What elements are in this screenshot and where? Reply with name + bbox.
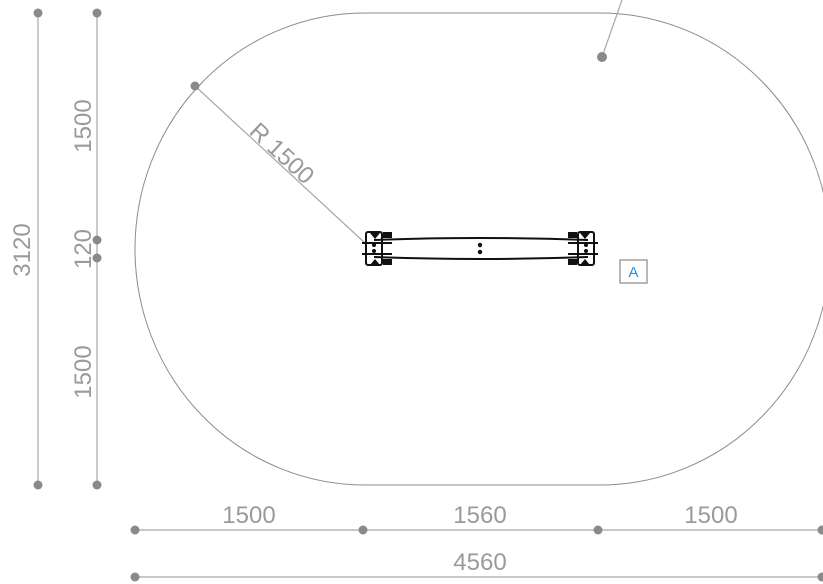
height-seg-dot-bottom (92, 480, 102, 490)
leader-line (601, 0, 623, 58)
safety-zone-outline (134, 12, 823, 486)
equipment-right-bolt-1 (584, 243, 588, 247)
equipment-left-seat-top (370, 233, 380, 239)
equipment-left-block-top (383, 232, 392, 238)
middle-segment-label: 1560 (453, 502, 506, 529)
equipment-right-block-top (568, 232, 577, 238)
height-seg-dot-upper (92, 235, 102, 245)
width-segments-dimension: 1500 1560 1500 (130, 502, 823, 535)
marker-label: A (628, 264, 638, 281)
equipment-left-seat-bottom (370, 259, 380, 265)
width-seg-dot-right (817, 525, 823, 535)
upper-segment-label: 1500 (70, 99, 97, 152)
equipment-plan (362, 231, 598, 266)
radius-dimension: R 1500 (190, 81, 366, 244)
width-seg-dot-mid-right (593, 525, 603, 535)
total-height-dimension: 3120 (9, 8, 43, 490)
equipment-pivot-bolt-2 (477, 249, 483, 255)
equipment-right-block-bottom (568, 259, 577, 265)
left-segment-label: 1500 (222, 502, 275, 529)
equipment-beam-top (373, 237, 589, 241)
equipment-left-bolt-1 (372, 243, 376, 247)
radius-line (194, 85, 366, 244)
height-seg-dot-lower (92, 253, 102, 263)
marker-box (619, 259, 648, 284)
total-width-left-dot (130, 572, 140, 582)
total-width-dimension: 4560 (130, 549, 823, 582)
equipment-pivot-bolt-1 (477, 242, 483, 248)
height-segments-dimension: 1500 120 1500 (70, 8, 102, 490)
equipment-right-bolt-2 (584, 249, 588, 253)
total-height-top-dot (33, 8, 43, 18)
width-seg-dot-left (130, 525, 140, 535)
total-width-label: 4560 (453, 549, 506, 576)
width-seg-dot-mid-left (358, 525, 368, 535)
equipment-right-seat-top (580, 233, 590, 239)
equipment-beam-bottom (373, 256, 589, 260)
right-segment-label: 1500 (684, 502, 737, 529)
equipment-marker: A (619, 259, 648, 284)
total-height-bottom-dot (33, 480, 43, 490)
leader-dot (597, 52, 607, 62)
height-seg-dot-top (92, 8, 102, 18)
equipment-width-label: 120 (70, 229, 97, 269)
equipment-left-bolt-2 (372, 249, 376, 253)
radius-dot (190, 81, 200, 91)
radius-label: R 1500 (244, 118, 319, 190)
lower-segment-label: 1500 (70, 345, 97, 398)
total-height-label: 3120 (9, 223, 36, 276)
total-width-right-dot (817, 572, 823, 582)
equipment-left-block-bottom (383, 259, 392, 265)
equipment-right-seat-bottom (580, 259, 590, 265)
